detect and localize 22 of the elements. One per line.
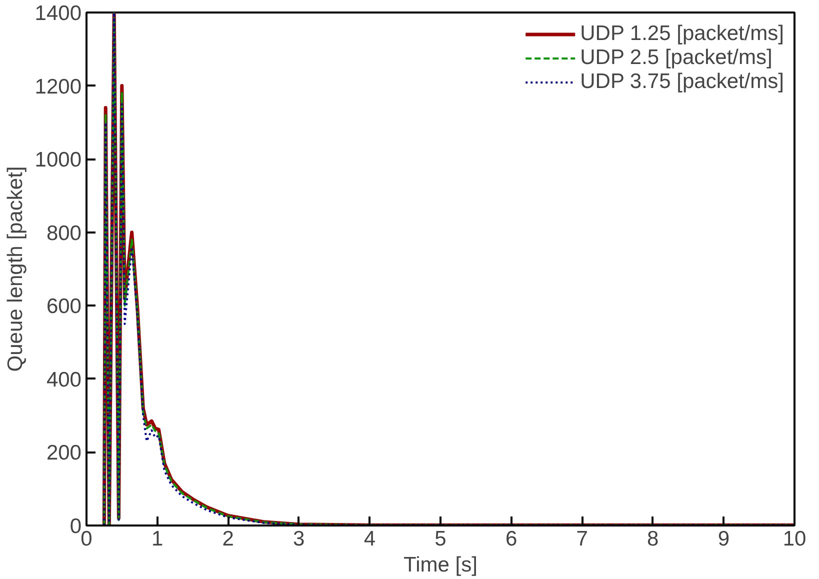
x-tick-label: 8 <box>647 528 659 550</box>
x-tick-label: 7 <box>576 528 588 550</box>
y-tick-label: 800 <box>46 222 82 245</box>
y-tick-label: 1000 <box>34 148 82 172</box>
x-tick-label: 1 <box>151 528 164 550</box>
x-tick-label: 4 <box>364 528 376 550</box>
x-tick-label: 9 <box>718 528 730 550</box>
y-tick-label: 600 <box>46 295 82 318</box>
y-axis-title: Queue length [packet] <box>4 166 27 372</box>
y-tick-label: 200 <box>46 442 82 465</box>
legend-label: UDP 2.5 [packet/ms] <box>580 46 772 70</box>
y-tick-label: 1400 <box>34 2 82 25</box>
legend-label: UDP 1.25 [packet/ms] <box>580 22 784 46</box>
y-tick-label: 400 <box>46 368 82 392</box>
x-tick-label: 6 <box>505 528 518 550</box>
x-axis-title: Time [s] <box>404 554 478 576</box>
x-tick-label: 2 <box>222 528 234 550</box>
x-tick-label: 10 <box>782 528 806 550</box>
y-tick-label: 1200 <box>34 75 82 98</box>
legend-label: UDP 3.75 [packet/ms] <box>580 70 784 94</box>
x-tick-label: 5 <box>434 528 446 550</box>
x-tick-label: 3 <box>293 528 305 550</box>
